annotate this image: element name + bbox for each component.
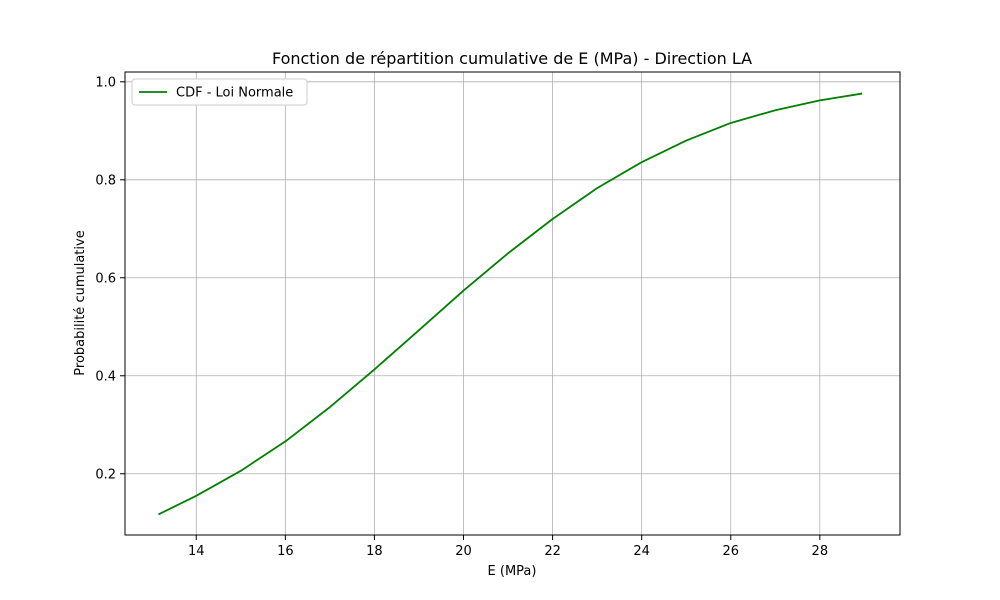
y-tick-label: 1.0 <box>95 75 116 90</box>
x-axis: 14 16 18 20 22 24 26 28 <box>188 535 828 559</box>
x-tick-label: 22 <box>544 544 561 559</box>
y-tick-label: 0.4 <box>95 369 116 384</box>
y-axis: 0.2 0.4 0.6 0.8 1.0 <box>95 75 125 482</box>
y-tick-label: 0.8 <box>95 173 116 188</box>
y-axis-label: Probabilité cumulative <box>73 230 88 375</box>
x-tick-label: 24 <box>633 544 650 559</box>
x-tick-label: 20 <box>455 544 472 559</box>
axes-frame <box>124 71 901 536</box>
x-tick-label: 28 <box>812 544 829 559</box>
series-line-cdf <box>158 92 863 516</box>
x-tick-label: 26 <box>722 544 739 559</box>
grid <box>125 72 900 535</box>
x-tick-label: 14 <box>188 544 205 559</box>
legend-box <box>131 78 308 106</box>
legend: CDF - Loi Normale <box>131 78 308 106</box>
legend-entry: CDF - Loi Normale <box>176 86 293 101</box>
chart-title: Fonction de répartition cumulative de E … <box>272 49 752 68</box>
x-tick-label: 16 <box>277 544 294 559</box>
x-axis-label: E (MPa) <box>488 564 537 579</box>
y-tick-label: 0.6 <box>95 271 116 286</box>
y-tick-label: 0.2 <box>95 467 116 482</box>
plot-area <box>158 92 863 516</box>
x-tick-label: 18 <box>366 544 383 559</box>
